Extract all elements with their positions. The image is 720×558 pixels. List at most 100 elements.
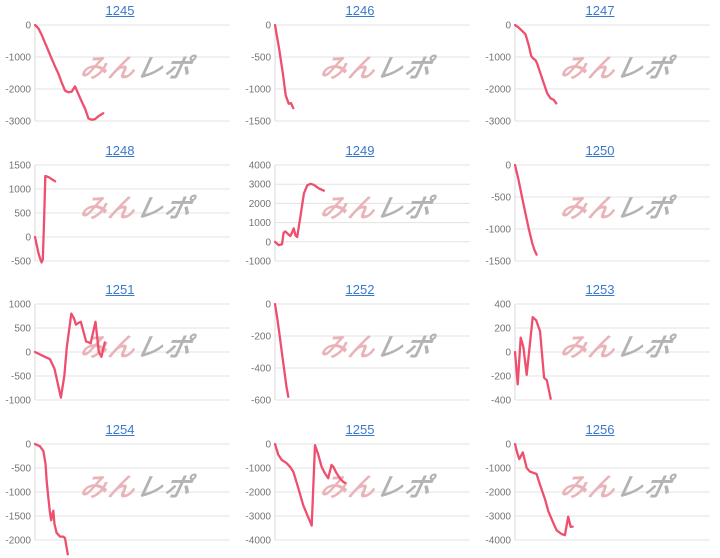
data-line	[33, 312, 106, 399]
chart-cell: 1247 0 -1000 -2000 -3000 みんレポ	[480, 0, 720, 140]
y-tick-label: -600	[251, 396, 271, 407]
y-tick-label: -3000	[245, 511, 271, 522]
watermark-pink-text: みん	[318, 54, 380, 84]
svg-text:みんレポ: みんレポ	[558, 194, 679, 224]
y-tick-label: -1000	[5, 53, 31, 64]
data-line	[513, 23, 558, 105]
y-tick-label: 0	[505, 348, 511, 359]
watermark-gray-text: レポ	[134, 194, 199, 224]
watermark-pink-text: みん	[318, 194, 380, 224]
svg-text:みんレポ: みんレポ	[318, 473, 439, 503]
watermark-gray-text: レポ	[374, 473, 439, 503]
watermark-gray-text: レポ	[134, 473, 199, 503]
watermark-gray-text: レポ	[614, 194, 679, 224]
line-chart: 1500 1000 500 0 -500 みんレポ	[9, 161, 230, 267]
chart-cell: 1249 4000 3000 2000 1000 0 -1000 みんレポ	[240, 140, 480, 280]
chart-link[interactable]: 1252	[345, 282, 375, 297]
y-tick-label: 200	[494, 324, 511, 335]
chart-title: 1246	[240, 0, 480, 21]
chart-link[interactable]: 1254	[105, 421, 135, 437]
watermark-gray-text: レポ	[614, 473, 679, 503]
chart-title: 1254	[0, 419, 240, 440]
watermark-gray-text: レポ	[374, 333, 439, 363]
watermark-pink-text: みん	[78, 54, 140, 84]
watermark: みんレポ	[78, 194, 199, 224]
watermark-pink-text: みん	[318, 333, 380, 363]
y-tick-label: -1000	[485, 53, 511, 64]
chart-link[interactable]: 1245	[105, 3, 135, 18]
watermark-gray-text: レポ	[374, 194, 439, 224]
chart-link[interactable]: 1246	[345, 3, 375, 18]
chart-title: 1251	[0, 279, 240, 300]
y-tick-label: 0	[25, 348, 31, 359]
y-tick-label: -2000	[5, 85, 31, 96]
chart-link[interactable]: 1247	[585, 3, 615, 18]
chart-link[interactable]: 1255	[345, 421, 375, 437]
watermark-gray-text: レポ	[134, 54, 199, 84]
chart-link[interactable]: 1251	[105, 282, 135, 297]
chart-title: 1256	[480, 419, 720, 440]
svg-text:みんレポ: みんレポ	[78, 333, 199, 363]
y-tick-label: -400	[491, 396, 511, 407]
line-chart: 1000 500 0 -500 -1000 みんレポ	[5, 300, 230, 407]
chart-link[interactable]: 1249	[345, 142, 375, 158]
watermark: みんレポ	[558, 194, 679, 224]
y-tick-label: 500	[14, 208, 31, 219]
watermark: みんレポ	[558, 54, 679, 84]
chart-title: 1253	[480, 279, 720, 300]
y-tick-label: 0	[505, 440, 511, 451]
chart-link[interactable]: 1256	[585, 421, 615, 437]
y-tick-label: -1000	[245, 256, 271, 267]
data-line	[33, 174, 57, 264]
y-tick-label: -1000	[485, 463, 511, 474]
chart-cell: 1255 0 -1000 -2000 -3000 -4000 みんレポ	[240, 419, 480, 558]
chart-cell: 1245 0 -1000 -2000 -3000 みんレポ	[0, 0, 240, 140]
y-tick-label: 0	[505, 161, 511, 172]
y-tick-label: 0	[25, 232, 31, 243]
line-chart: 0 -1000 -2000 -3000 みんレポ	[485, 21, 710, 128]
y-tick-label: -1500	[5, 511, 31, 522]
y-tick-label: -3000	[5, 117, 31, 128]
line-chart: 0 -500 -1000 -1500 みんレポ	[485, 161, 710, 267]
data-line	[273, 302, 290, 398]
svg-text:みんレポ: みんレポ	[558, 54, 679, 84]
watermark-pink-text: みん	[78, 473, 140, 503]
watermark: みんレポ	[78, 473, 199, 503]
watermark-pink-text: みん	[78, 194, 140, 224]
line-chart: 0 -200 -400 -600 みんレポ	[251, 300, 470, 407]
y-tick-label: -3000	[485, 511, 511, 522]
y-tick-label: -500	[11, 372, 31, 383]
chart-link[interactable]: 1250	[585, 142, 615, 158]
watermark-gray-text: レポ	[614, 333, 679, 363]
y-tick-label: -1000	[485, 224, 511, 235]
y-tick-label: -2000	[485, 85, 511, 96]
line-chart: 4000 3000 2000 1000 0 -1000 みんレポ	[245, 161, 470, 267]
y-tick-label: 4000	[249, 161, 272, 172]
y-tick-label: -500	[491, 192, 511, 203]
line-chart: 0 -500 -1000 -1500 みんレポ	[245, 21, 470, 128]
line-chart: 0 -1000 -2000 -3000 -4000 みんレポ	[485, 440, 710, 546]
y-tick-label: 0	[505, 21, 511, 32]
y-tick-label: -4000	[245, 535, 271, 546]
watermark: みんレポ	[78, 54, 199, 84]
y-tick-label: 400	[494, 300, 511, 311]
watermark-pink-text: みん	[78, 333, 140, 363]
chart-link[interactable]: 1248	[105, 142, 135, 158]
data-line	[513, 316, 552, 400]
watermark: みんレポ	[78, 333, 199, 363]
y-tick-label: 0	[265, 237, 271, 248]
y-tick-label: -500	[11, 256, 31, 267]
y-tick-label: -2000	[5, 535, 31, 546]
watermark: みんレポ	[318, 54, 439, 84]
data-line	[273, 23, 295, 110]
data-line	[33, 23, 105, 121]
line-chart: 0 -500 -1000 -1500 -2000 みんレポ	[5, 440, 230, 556]
y-tick-label: -3000	[485, 117, 511, 128]
y-tick-label: 1500	[9, 161, 32, 172]
chart-title: 1250	[480, 140, 720, 161]
chart-link[interactable]: 1253	[585, 282, 615, 297]
svg-text:みんレポ: みんレポ	[78, 194, 199, 224]
watermark-pink-text: みん	[558, 194, 620, 224]
data-line	[513, 163, 538, 256]
y-tick-label: 3000	[249, 179, 272, 190]
